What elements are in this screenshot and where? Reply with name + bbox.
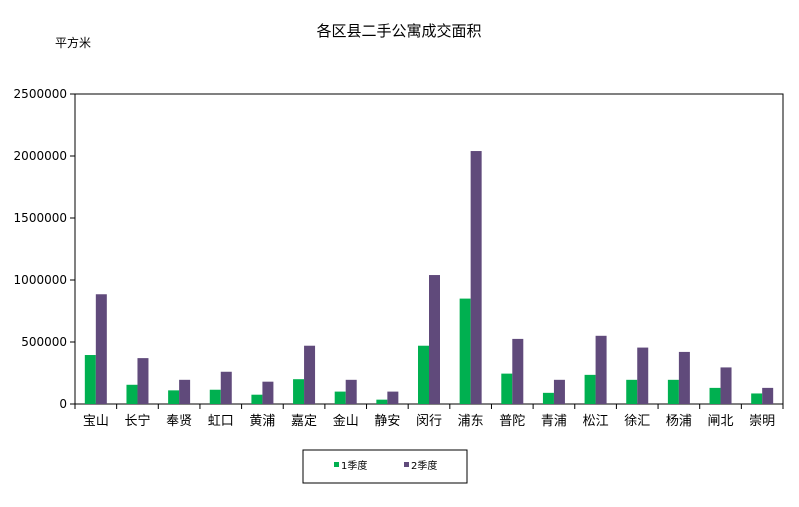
bar-series-1-14 [667,379,679,404]
bar-series-1-3 [209,389,221,404]
bar-series-1-11 [542,392,554,404]
bar-series-1-12 [584,374,596,404]
x-tick-label: 浦东 [458,414,484,429]
bar-series-1-4 [251,394,263,404]
y-axis-unit-label: 平方米 [55,35,91,50]
bar-series-2-8 [429,275,440,404]
x-tick-label: 虹口 [208,414,234,429]
bar-series-2-5 [304,345,316,404]
bar-series-2-1 [137,358,149,404]
x-tick-label: 普陀 [499,413,525,429]
x-tick-label: 杨浦 [666,414,692,429]
bar-series-2-10 [512,338,524,404]
x-tick-label: 松江 [583,414,609,429]
x-tick-label: 崇明 [749,414,775,429]
y-tick-label: 2000000 [14,149,67,163]
bar-series-2-11 [553,379,565,404]
x-tick-label: 金山 [333,413,359,429]
bar-series-1-9 [459,298,471,404]
y-tick-label: 2500000 [14,87,67,101]
bar-series-2-7 [387,391,399,404]
bar-series-1-13 [626,379,638,404]
bar-series-2-3 [220,371,232,404]
x-tick-label: 闵行 [416,414,442,429]
x-tick-label: 奉贤 [166,414,192,429]
x-tick-label: 长宁 [124,413,150,429]
bar-series-2-2 [179,379,191,404]
bar-series-1-16 [751,393,763,404]
bar-series-2-12 [595,335,607,404]
x-tick-label: 闸北 [708,414,734,429]
legend: 1季度 2季度 [302,449,468,484]
chart-title: 各区县二手公寓成交面积 [316,22,481,40]
bar-series-2-4 [262,381,274,404]
bar-series-1-10 [501,373,513,404]
y-tick-label: 500000 [21,335,67,349]
bar-series-2-16 [762,387,774,404]
bar-series-1-2 [168,390,180,404]
x-tick-label: 静安 [374,414,400,429]
bar-series-1-1 [126,384,138,404]
bar-series-2-14 [678,351,690,404]
y-axis: 0 500000 1000000 1500000 2000000 2500000 [14,87,75,411]
legend-swatch-series-2 [404,462,409,467]
bar-series-2-9 [470,151,482,404]
x-axis: 宝山 长宁 奉贤 虹口 黄浦 嘉定 金山 静安 闵行 浦东 普陀 青浦 松江 徐汇 杨浦 闸北 崇明 [74,404,784,429]
bar-series-1-7 [376,399,388,404]
x-tick-label: 宝山 [83,414,109,429]
legend-label-series-1: 1季度 [341,459,367,472]
bar-series-1-6 [334,391,346,404]
y-tick-label: 1500000 [14,211,67,225]
bar-series-2-13 [637,347,649,404]
legend-label-series-2: 2季度 [411,459,437,472]
bar-group [84,151,774,404]
y-tick-label: 1000000 [14,273,67,287]
bar-series-1-8 [418,345,429,404]
y-tick-label: 0 [59,397,67,411]
x-tick-label: 嘉定 [291,414,317,429]
bar-series-1-5 [293,379,305,404]
bar-series-1-15 [709,387,721,404]
legend-swatch-series-1 [334,462,339,467]
bar-series-2-0 [95,294,107,404]
bar-series-2-6 [345,379,357,404]
x-tick-label: 徐汇 [624,414,650,429]
bar-series-1-0 [84,355,96,404]
x-tick-label: 黄浦 [249,414,275,429]
legend-box [302,449,468,484]
x-tick-label: 青浦 [541,414,567,429]
bar-series-2-15 [720,367,732,404]
